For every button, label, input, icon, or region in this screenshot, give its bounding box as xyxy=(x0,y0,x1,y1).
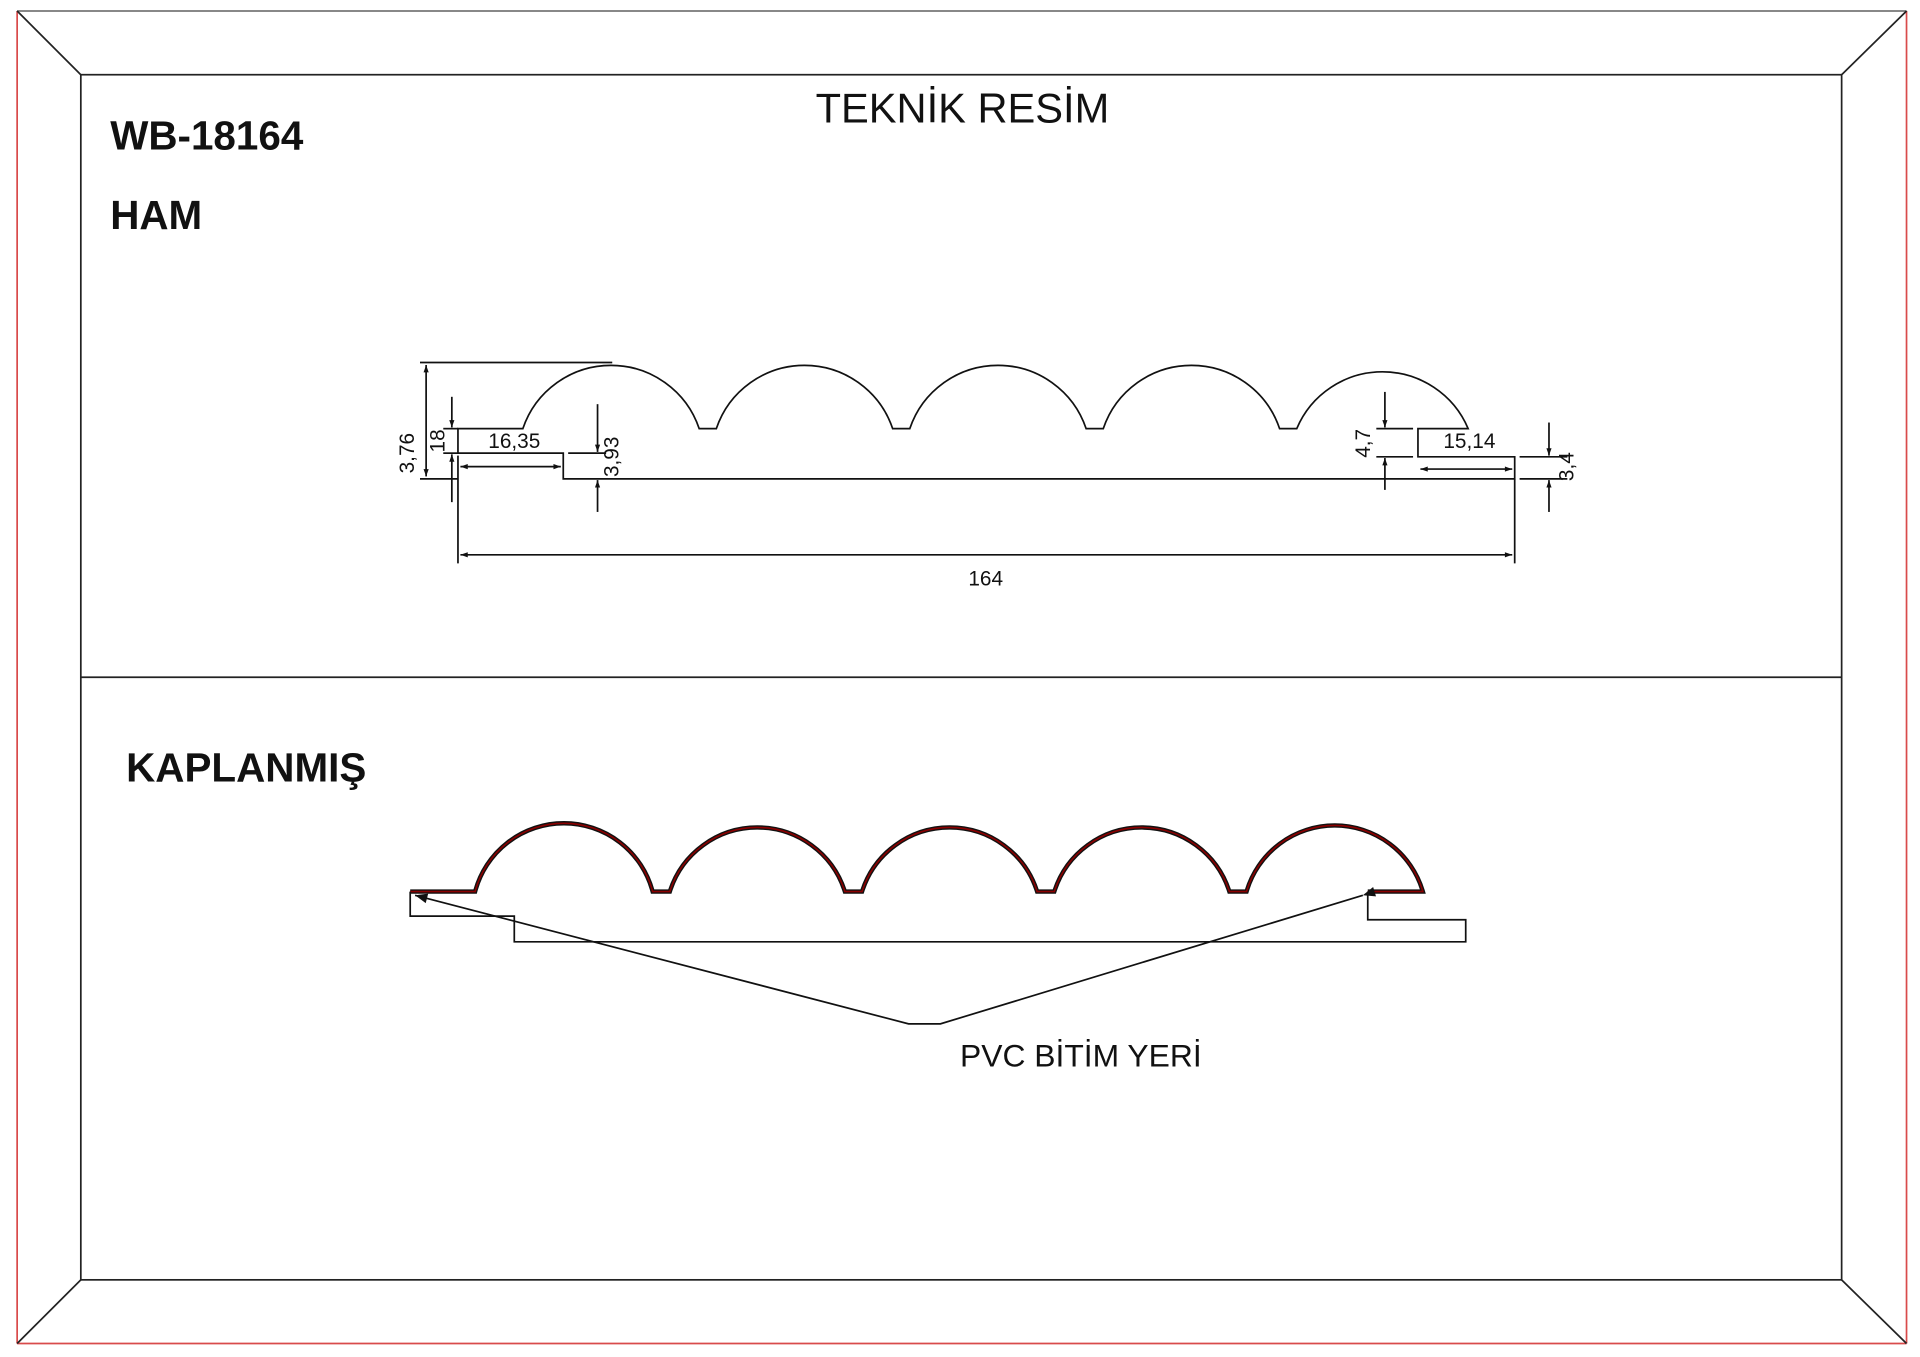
raw-dimensions: 3,76 18 16,35 3,93 164 4,7 15,14 3,4 xyxy=(396,361,1578,590)
dim-right-lip-length: 15,14 xyxy=(1443,430,1495,453)
dim-left-tongue-length: 16,35 xyxy=(488,430,540,453)
pvc-callout: PVC BİTİM YERİ xyxy=(414,887,1376,1074)
dim-left-base-height: 3,93 xyxy=(600,437,623,477)
product-code: WB-18164 xyxy=(110,112,304,158)
raw-section-label: HAM xyxy=(110,192,202,238)
dim-total-height: 3,76 xyxy=(396,433,419,473)
raw-profile-outline xyxy=(457,364,1516,480)
pvc-coating-line xyxy=(410,822,1424,893)
coated-profile xyxy=(409,821,1467,943)
dim-total-width: 164 xyxy=(968,567,1003,590)
coated-section-label: KAPLANMIŞ xyxy=(126,744,366,790)
dim-left-tongue-thickness: 18 xyxy=(426,429,449,452)
sheet-frame xyxy=(16,10,1908,1345)
dim-right-groove-height: 4,7 xyxy=(1352,429,1375,458)
pvc-callout-label: PVC BİTİM YERİ xyxy=(960,1038,1202,1074)
sheet-title: TEKNİK RESİM xyxy=(816,84,1110,131)
dim-right-lip-height: 3,4 xyxy=(1555,452,1578,481)
